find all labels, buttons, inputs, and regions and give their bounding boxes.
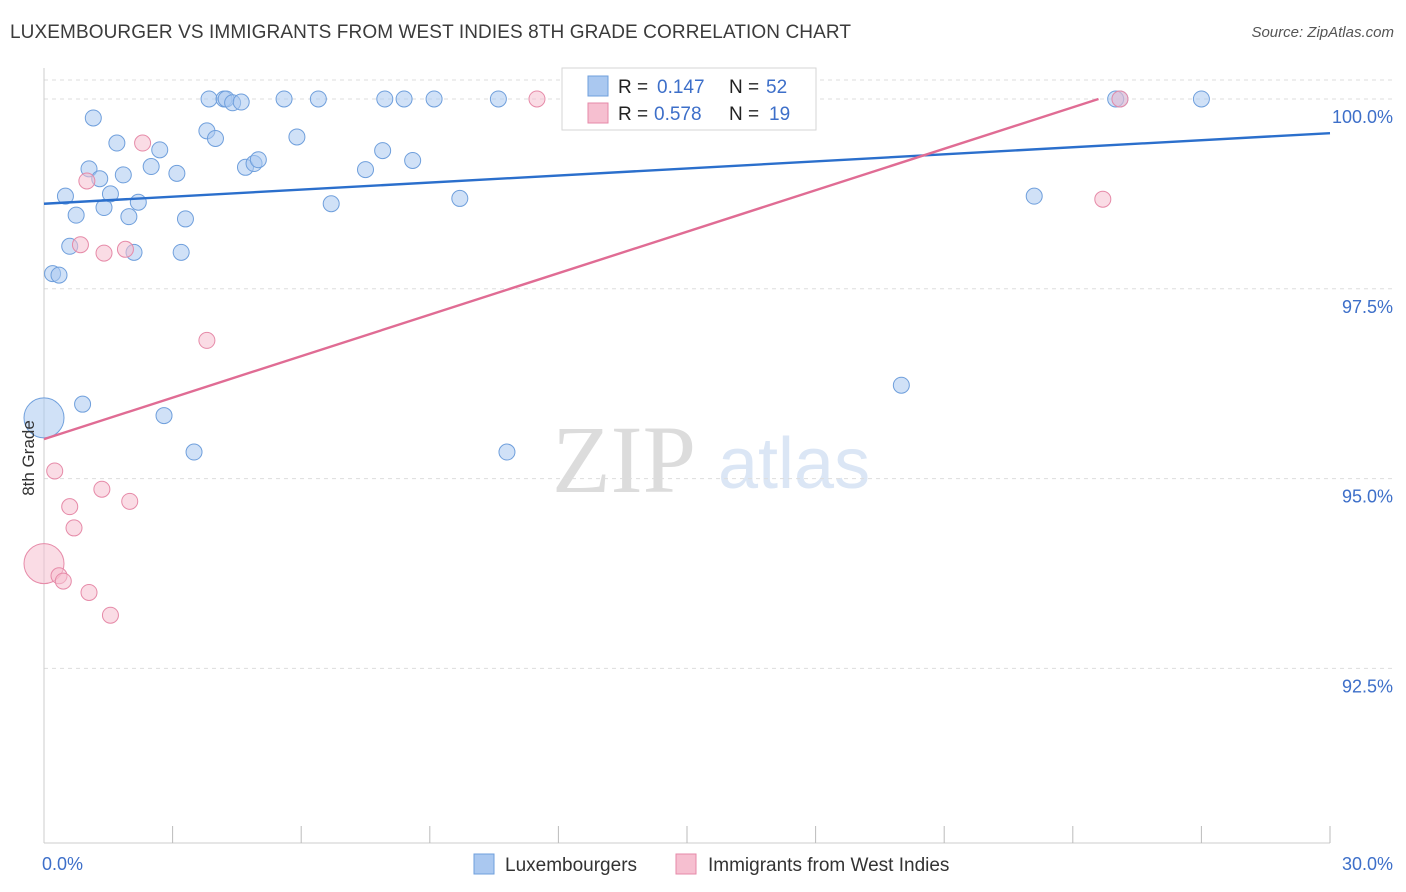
west-indies-point (65, 519, 83, 537)
luxembourger-point (206, 129, 224, 147)
legend-r-value: 0.147 (657, 77, 705, 98)
west-indies-point (1094, 190, 1112, 208)
axis-layer: 100.0% 97.5% 95.0% 92.5% 0.0% 30.0% (42, 68, 1393, 874)
west-indies-point (78, 172, 96, 190)
luxembourger-point (200, 90, 218, 108)
luxembourger-point (376, 90, 394, 108)
west-indies-point (61, 498, 79, 516)
trend-layer (43, 97, 1331, 441)
west-indies-trend-line (43, 97, 1099, 441)
luxembourger-point (232, 93, 250, 111)
chart-title: LUXEMBOURGER VS IMMIGRANTS FROM WEST IND… (10, 22, 852, 43)
west-indies-point (134, 134, 152, 152)
luxembourger-point (249, 151, 267, 169)
luxembourger-point (1192, 90, 1210, 108)
bottom-legend-label: Immigrants from West Indies (708, 855, 949, 876)
luxembourger-point (892, 376, 910, 394)
luxembourger-point (309, 90, 327, 108)
source-label: Source: ZipAtlas.com (1251, 24, 1394, 41)
luxembourger-point (101, 185, 119, 203)
luxembourger-point (151, 141, 169, 159)
watermark-zip: ZIP (552, 406, 696, 513)
luxembourger-point (74, 395, 92, 413)
luxembourger-point (425, 90, 443, 108)
bottom-legend-label: Luxembourgers (505, 855, 637, 876)
west-indies-point (93, 480, 111, 498)
luxembourger-point (357, 161, 374, 179)
legend-swatch-blue (587, 75, 609, 97)
luxembourger-point (114, 166, 132, 184)
west-indies-point (95, 244, 113, 262)
west-indies-point (80, 583, 98, 601)
y-axis-title: 8th Grade (19, 420, 38, 496)
luxembourger-point (168, 164, 186, 182)
west-indies-point (46, 462, 64, 480)
legend-r-value: 0.578 (654, 104, 702, 125)
legend-n-value: 19 (769, 104, 790, 125)
luxembourger-point (451, 189, 469, 207)
luxembourger-point (489, 90, 507, 108)
y-tick-label: 92.5% (1342, 676, 1393, 696)
luxembourger-point (404, 151, 422, 169)
x-tick-label: 0.0% (42, 854, 83, 874)
x-tick-label: 30.0% (1342, 854, 1393, 874)
luxembourger-point (56, 187, 74, 205)
y-tick-label: 95.0% (1342, 487, 1393, 507)
luxembourger-point (1025, 187, 1043, 205)
west-indies-point (528, 90, 546, 108)
bottom-legend-swatch-blue (473, 853, 495, 875)
bottom-legend: Luxembourgers Immigrants from West Indie… (473, 853, 949, 876)
legend-r-label: R = (618, 77, 648, 98)
luxembourger-point (67, 206, 85, 224)
luxembourger-point (142, 158, 160, 176)
legend-n-label: N = (729, 77, 759, 98)
luxembourger-point (172, 243, 190, 261)
y-tick-label: 100.0% (1332, 107, 1393, 127)
luxembourger-trend-line (43, 131, 1331, 205)
luxembourger-point (395, 90, 413, 108)
west-indies-point (71, 236, 89, 254)
legend-n-label: N = (729, 104, 759, 125)
watermark-atlas: atlas (718, 424, 870, 504)
luxembourger-point (498, 443, 516, 461)
west-indies-point (54, 572, 72, 590)
luxembourger-point (108, 134, 126, 152)
luxembourger-point (84, 109, 102, 127)
legend-n-value: 52 (766, 77, 787, 98)
bottom-legend-swatch-pink (675, 853, 697, 875)
luxembourger-point (155, 407, 173, 425)
west-indies-point (198, 331, 216, 349)
luxembourger-point (322, 195, 340, 213)
legend: R = 0.147 N = 52 R = 0.578 N = 19 (561, 67, 817, 131)
west-indies-point (121, 492, 139, 510)
points-layer (23, 90, 1210, 624)
luxembourger-point (50, 266, 68, 284)
west-indies-point (1111, 90, 1129, 108)
y-tick-label: 97.5% (1342, 297, 1393, 317)
luxembourger-point (129, 193, 147, 211)
legend-swatch-pink (587, 102, 609, 124)
luxembourger-point (374, 142, 392, 160)
luxembourger-point (275, 90, 293, 108)
luxembourger-point (185, 443, 203, 461)
legend-r-label: R = (618, 104, 648, 125)
west-indies-point (116, 240, 134, 258)
luxembourger-point (120, 208, 138, 226)
west-indies-point (101, 606, 119, 624)
luxembourger-point (288, 128, 306, 146)
luxembourger-point (176, 210, 194, 228)
